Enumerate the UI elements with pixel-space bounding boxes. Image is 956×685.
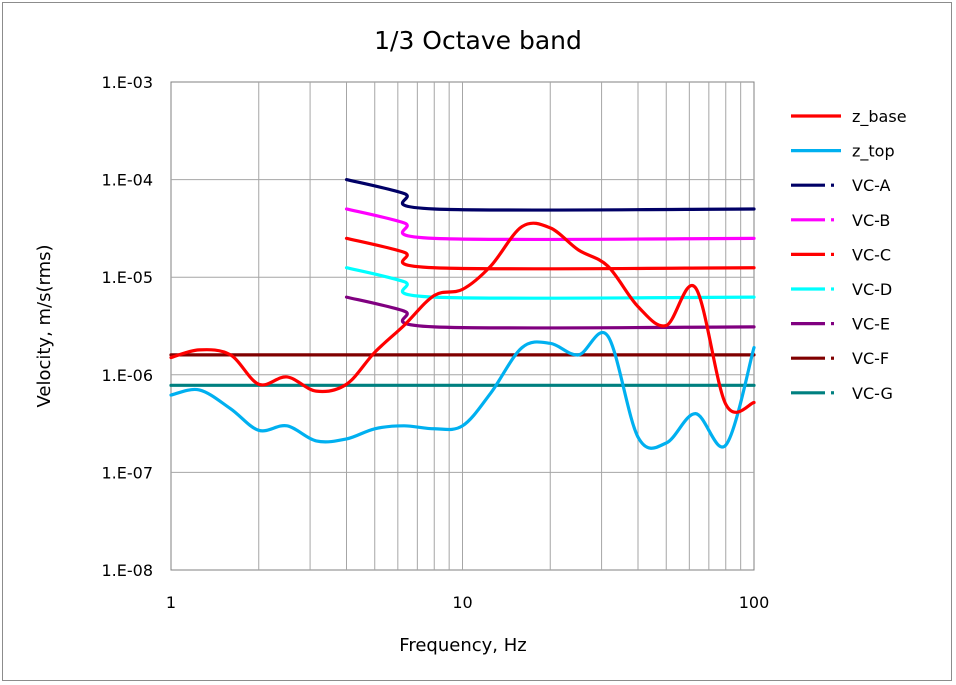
- series-line-z-top: [169, 331, 756, 450]
- y-tick-label: 1.E-05: [101, 268, 153, 287]
- x-tick-label: 10: [452, 593, 472, 612]
- legend-label: z_top: [852, 142, 895, 162]
- legend-item-vc-g: VC-G: [791, 384, 893, 403]
- legend-item-vc-f: VC-F: [791, 349, 889, 368]
- legend-label: VC-B: [852, 211, 890, 230]
- legend-item-vc-c: VC-C: [791, 245, 891, 264]
- series-line-vc-d: [344, 266, 756, 300]
- series-line-vc-c: [344, 236, 756, 271]
- x-tick-label: 100: [739, 593, 770, 612]
- x-axis-label: Frequency, Hz: [399, 635, 526, 656]
- y-tick-labels: 1.E-08 1.E-07 1.E-06 1.E-05 1.E-04 1.E-03: [101, 73, 153, 580]
- chart-svg: 1/3 Octave band 1.E-08 1.E-07 1.E-06 1.E-05…: [34, 26, 907, 656]
- series-line-z-base: [169, 221, 756, 414]
- chart-title: 1/3 Octave band: [374, 26, 582, 55]
- series-line-vc-e: [344, 295, 756, 330]
- legend-item-z-base: z_base: [791, 107, 907, 127]
- legend-item-vc-d: VC-D: [791, 280, 892, 299]
- y-tick-label: 1.E-08: [101, 561, 153, 580]
- legend-label: VC-F: [852, 349, 889, 368]
- y-tick-label: 1.E-06: [101, 366, 153, 385]
- series-line-vc-b: [344, 207, 756, 242]
- legend-label: z_base: [852, 107, 907, 127]
- legend-label: VC-D: [852, 280, 892, 299]
- legend-item-vc-b: VC-B: [791, 211, 890, 230]
- legend-label: VC-E: [852, 315, 890, 334]
- legend-label: VC-C: [852, 245, 891, 264]
- x-tick-labels: 1 10 100: [166, 593, 769, 612]
- legend-item-vc-e: VC-E: [791, 315, 890, 334]
- series-lines: [169, 178, 756, 450]
- legend-item-vc-a: VC-A: [791, 176, 891, 195]
- legend-item-z-top: z_top: [791, 142, 895, 162]
- y-axis-label: Velocity, m/s(rms): [34, 244, 55, 407]
- legend: z_base z_top VC-A VC-B VC-C VC-D VC-E VC-F VC-G: [791, 107, 907, 403]
- y-tick-label: 1.E-03: [101, 73, 153, 92]
- y-tick-label: 1.E-04: [101, 171, 153, 190]
- series-line-vc-a: [344, 178, 756, 212]
- y-tick-label: 1.E-07: [101, 463, 153, 482]
- x-tick-label: 1: [166, 593, 176, 612]
- legend-label: VC-A: [852, 176, 891, 195]
- legend-label: VC-G: [852, 384, 893, 403]
